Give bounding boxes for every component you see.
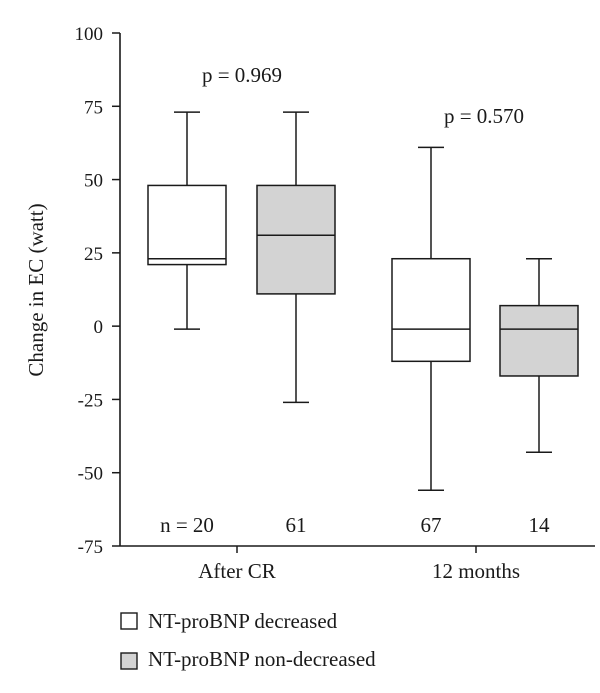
y-tick-label: -75 (78, 537, 103, 558)
box-group: 67 (391, 146, 471, 537)
y-tick-label: 25 (84, 244, 103, 265)
legend-swatch-decreased (120, 612, 138, 630)
category-label-after-cr: After CR (198, 559, 276, 583)
box-group: 14 (499, 257, 579, 537)
p-value-after-cr: p = 0.969 (202, 63, 282, 87)
sample-size-label: n = 20 (160, 513, 214, 537)
legend: NT-proBNP decreased NT-proBNP non-decrea… (120, 609, 376, 671)
y-axis: 100 75 50 25 0 -25 -50 -75 (75, 24, 121, 558)
y-tick-label: -25 (78, 390, 103, 411)
box (147, 184, 227, 266)
y-tick-label: 75 (84, 97, 103, 118)
box (391, 257, 471, 363)
box (256, 184, 336, 295)
sample-size-label: 61 (286, 513, 307, 537)
sample-size-label: 67 (421, 513, 442, 537)
y-axis-label: Change in EC (watt) (24, 203, 48, 376)
boxplot-series: n = 20 61 67 14 (147, 111, 579, 537)
box (499, 304, 579, 377)
box-group: n = 20 (147, 111, 227, 537)
sample-size-label: 14 (529, 513, 551, 537)
legend-swatch-non-decreased (120, 652, 138, 670)
y-tick-label: 0 (94, 317, 104, 338)
y-tick-label: 100 (75, 24, 104, 45)
y-tick-label: 50 (84, 171, 103, 192)
y-tick-label: -50 (78, 464, 103, 485)
legend-label-decreased: NT-proBNP decreased (148, 609, 338, 633)
p-value-12-months: p = 0.570 (444, 104, 524, 128)
legend-label-non-decreased: NT-proBNP non-decreased (148, 647, 376, 671)
x-axis: After CR 12 months (120, 545, 595, 583)
box-group: 61 (256, 111, 336, 537)
category-label-12-months: 12 months (432, 559, 520, 583)
